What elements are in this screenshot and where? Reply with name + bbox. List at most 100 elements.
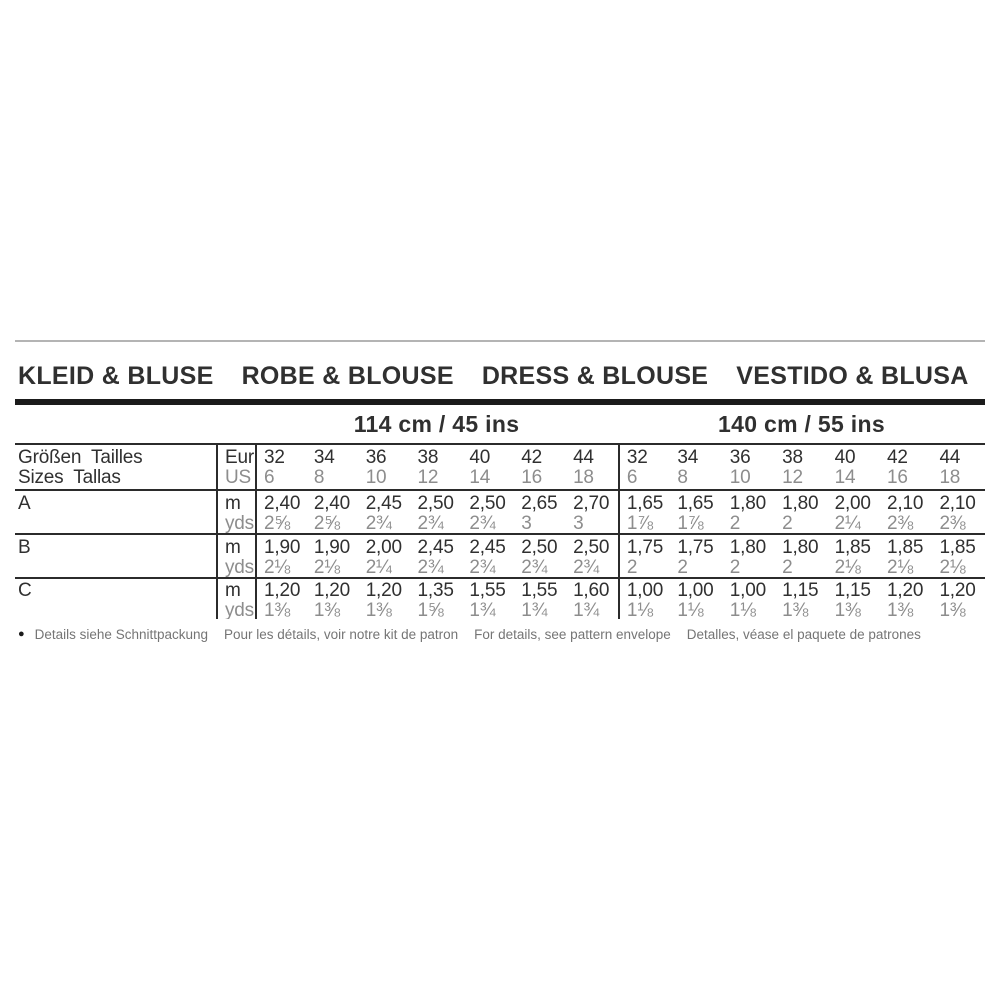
value-cell: 1,20 1⅜ bbox=[880, 579, 932, 620]
top-divider bbox=[15, 340, 985, 342]
yards-value: 2⅛ bbox=[834, 557, 861, 578]
bullet-icon: ● bbox=[18, 628, 25, 640]
meters-value: 1,60 bbox=[573, 580, 610, 601]
meters-value: 1,55 bbox=[469, 580, 506, 601]
yards-value: 2¾ bbox=[469, 513, 496, 534]
value-cell: 1,65 1⅞ bbox=[670, 491, 722, 534]
us-size: 12 bbox=[417, 467, 439, 488]
value-cell: 2,40 2⅝ bbox=[255, 491, 307, 533]
meters-value: 2,70 bbox=[573, 493, 610, 514]
meters-value: 1,80 bbox=[729, 493, 766, 514]
eur-size: 36 bbox=[365, 447, 387, 468]
size-header-label: Größen Tailles Sizes Tallas bbox=[15, 445, 216, 489]
meters-value: 1,90 bbox=[264, 537, 301, 558]
value-cell: 2,10 2⅜ bbox=[880, 491, 932, 534]
yards-value: 2 bbox=[782, 513, 793, 534]
value-cell: 2,45 2¾ bbox=[359, 491, 411, 534]
eur-size: 36 bbox=[729, 447, 751, 468]
unit-cell: m yds bbox=[216, 491, 255, 533]
meters-value: 2,45 bbox=[365, 493, 402, 514]
us-size: 14 bbox=[469, 467, 491, 488]
meters-value: 2,65 bbox=[521, 493, 558, 514]
meters-value: 1,65 bbox=[677, 493, 714, 514]
value-cell: 2,50 2¾ bbox=[411, 491, 463, 534]
us-size: 10 bbox=[729, 467, 751, 488]
value-cell: 1,80 2 bbox=[723, 535, 775, 578]
yards-value: 2 bbox=[729, 557, 741, 578]
meters-value: 1,00 bbox=[677, 580, 714, 601]
meters-value: 1,80 bbox=[782, 537, 819, 558]
meters-value: 2,00 bbox=[365, 537, 402, 558]
meters-value: 1,75 bbox=[626, 537, 664, 558]
us-size: 6 bbox=[264, 467, 275, 488]
size-cell: 38 12 bbox=[775, 445, 827, 489]
size-cell: 32 6 bbox=[255, 445, 307, 489]
eur-size: 42 bbox=[887, 447, 908, 468]
yards-value: 2 bbox=[729, 513, 741, 534]
meters-value: 1,20 bbox=[264, 580, 301, 601]
meters-value: 1,85 bbox=[939, 537, 976, 558]
size-cell: 44 18 bbox=[566, 445, 618, 489]
us-size: 6 bbox=[626, 467, 638, 488]
eur-size: 42 bbox=[521, 447, 542, 468]
yards-value: 1⅜ bbox=[782, 600, 809, 620]
yards-value: 3 bbox=[573, 513, 584, 534]
meters-value: 2,10 bbox=[887, 493, 924, 514]
footer-note-de: Details siehe Schnittpackung bbox=[34, 627, 209, 642]
eur-size: 34 bbox=[313, 447, 335, 468]
yards-value: 1¾ bbox=[469, 600, 496, 620]
unit-line1: m bbox=[225, 537, 241, 558]
eur-size: 32 bbox=[264, 447, 285, 468]
unit-line2: yds bbox=[225, 513, 254, 534]
yards-value: 2¼ bbox=[834, 513, 861, 534]
title-divider bbox=[15, 399, 985, 405]
size-cell: 42 16 bbox=[514, 445, 566, 489]
meters-value: 2,45 bbox=[469, 537, 506, 558]
yards-value: 2¾ bbox=[417, 513, 444, 534]
yards-value: 2 bbox=[677, 557, 688, 578]
value-cell: 1,75 2 bbox=[617, 535, 670, 578]
value-cell: 1,00 1⅛ bbox=[723, 579, 775, 620]
meters-value: 2,40 bbox=[264, 493, 301, 514]
value-cell: 2,65 3 bbox=[514, 491, 566, 534]
value-cell: 1,15 1⅜ bbox=[775, 579, 827, 620]
eur-size: 38 bbox=[782, 447, 803, 468]
meters-value: 1,00 bbox=[729, 580, 766, 601]
fabric-width-header-140: 140 cm / 55 ins bbox=[718, 411, 885, 437]
yards-value: 2¾ bbox=[573, 557, 600, 578]
garment-title-row: KLEID & BLUSE ROBE & BLOUSE DRESS & BLOU… bbox=[18, 362, 969, 391]
yards-value: 1⅛ bbox=[729, 600, 756, 620]
value-cell: 1,80 2 bbox=[775, 535, 827, 578]
meters-value: 2,50 bbox=[521, 537, 558, 558]
yards-value: 2⅛ bbox=[313, 557, 340, 578]
footer-note-fr: Pour les détails, voir notre kit de patr… bbox=[224, 627, 459, 642]
footer-notes: ● Details siehe Schnittpackung Pour les … bbox=[18, 627, 921, 642]
value-cell: 1,00 1⅛ bbox=[670, 579, 722, 620]
yards-value: 2⅛ bbox=[887, 557, 914, 578]
meters-value: 1,80 bbox=[782, 493, 819, 514]
value-cell: 2,50 2¾ bbox=[462, 491, 514, 534]
unit-line1: Eur bbox=[225, 447, 254, 468]
value-cell: 1,20 1⅜ bbox=[255, 579, 307, 619]
label-line2: Sizes Tallas bbox=[18, 467, 121, 488]
yards-value: 1⅜ bbox=[834, 600, 861, 620]
size-cell: 34 8 bbox=[307, 445, 359, 489]
value-cell: 1,55 1¾ bbox=[514, 579, 566, 620]
yards-value: 2⅜ bbox=[939, 513, 966, 534]
label-line1: Größen Tailles bbox=[18, 447, 143, 468]
meters-value: 1,15 bbox=[782, 580, 819, 601]
unit-line2: US bbox=[225, 467, 251, 488]
meters-value: 1,20 bbox=[313, 580, 351, 601]
yards-value: 2 bbox=[782, 557, 793, 578]
value-cell: 2,40 2⅝ bbox=[307, 491, 359, 534]
footer-note-es: Detalles, véase el paquete de patrones bbox=[686, 627, 921, 642]
yards-value: 1⅝ bbox=[417, 600, 444, 620]
garment-title-de: KLEID & BLUSE bbox=[18, 362, 214, 390]
unit-cell: m yds bbox=[216, 535, 255, 577]
size-cell: 36 10 bbox=[723, 445, 775, 489]
yards-value: 2 bbox=[626, 557, 638, 578]
yards-value: 1⅞ bbox=[677, 513, 704, 534]
value-cell: 2,00 2¼ bbox=[359, 535, 411, 578]
